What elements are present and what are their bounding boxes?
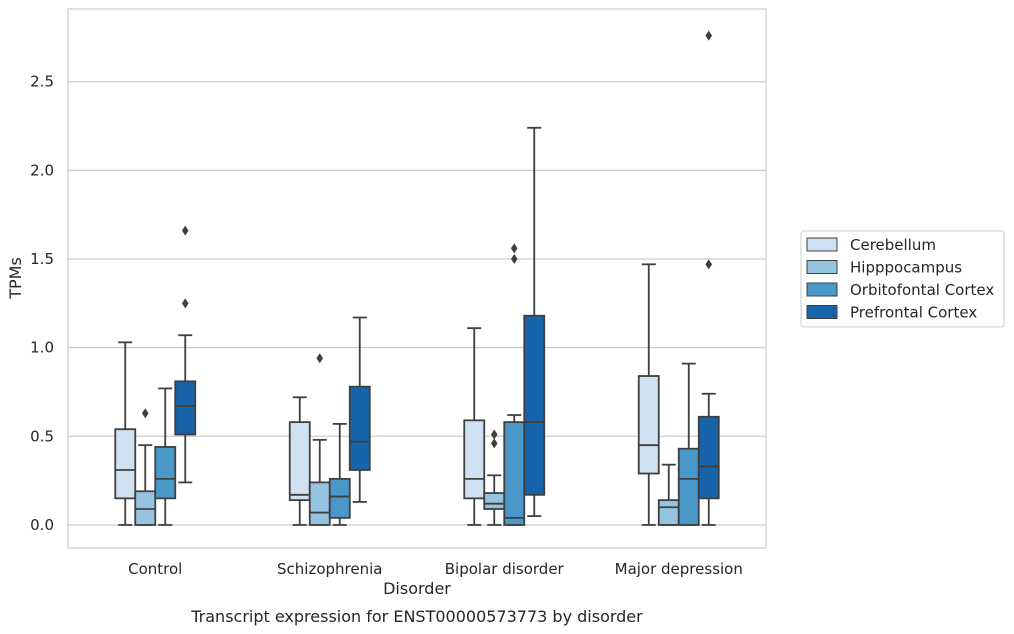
box — [348, 316, 371, 503]
box-iqr — [174, 380, 197, 436]
box — [463, 327, 486, 526]
box — [154, 387, 177, 526]
box-groups — [114, 30, 720, 526]
legend-frame — [800, 230, 1005, 328]
x-tick-labels: Control Schizophrenia Bipolar disorder Majo… — [128, 560, 743, 578]
box — [637, 263, 660, 526]
box — [134, 408, 157, 526]
outlier-point — [490, 438, 498, 449]
x-tick-label: Major depression — [615, 560, 743, 578]
x-tick-label: Control — [128, 560, 182, 578]
outlier-point — [141, 408, 149, 419]
x-axis-label: Disorder — [383, 579, 451, 598]
box — [328, 422, 351, 526]
box — [677, 362, 700, 526]
y-tick-label: 0.0 — [30, 516, 54, 534]
outlier-point — [705, 30, 713, 41]
legend-label: Orbitofontal Cortex — [850, 281, 994, 299]
box-iqr — [637, 375, 660, 475]
box-iqr — [114, 428, 137, 500]
box-iqr — [697, 415, 720, 500]
outlier-point — [181, 298, 189, 309]
legend: Cerebellum Hipppocampus Orbitofontal Corte… — [800, 230, 1005, 328]
box — [503, 243, 526, 526]
legend-label: Hipppocampus — [850, 259, 962, 277]
box — [114, 341, 137, 526]
x-tick-label: Schizophrenia — [277, 560, 382, 578]
y-tick-label: 1.0 — [30, 339, 54, 357]
y-tick-label: 1.5 — [30, 250, 54, 268]
box-iqr — [503, 421, 526, 526]
box — [657, 463, 680, 526]
legend-swatch — [806, 305, 838, 319]
box — [523, 126, 546, 517]
chart-caption: Transcript expression for ENST0000057377… — [190, 607, 643, 626]
legend-swatch — [806, 282, 838, 297]
box-iqr — [483, 492, 506, 510]
y-axis-label: TPMs — [6, 257, 25, 300]
box — [697, 30, 720, 526]
legend-label: Cerebellum — [850, 236, 936, 254]
box — [288, 396, 311, 526]
y-tick-labels: 0.0 0.5 1.0 1.5 2.0 2.5 — [30, 73, 54, 534]
outlier-point — [705, 259, 713, 270]
y-tick-label: 2.0 — [30, 161, 54, 179]
box — [483, 429, 506, 526]
plot-frame — [67, 8, 767, 549]
outlier-point — [181, 225, 189, 236]
outlier-point — [510, 253, 518, 264]
box-iqr — [328, 477, 351, 519]
outlier-point — [316, 353, 324, 364]
box-iqr — [523, 314, 546, 496]
legend-label: Prefrontal Cortex — [850, 304, 977, 322]
box — [174, 225, 197, 484]
box-iqr — [348, 385, 371, 471]
box-iqr — [308, 481, 331, 526]
box-iqr — [154, 446, 177, 500]
y-tick-label: 2.5 — [30, 73, 54, 91]
box — [308, 353, 331, 526]
legend-swatch — [806, 260, 838, 274]
x-tick-label: Bipolar disorder — [445, 560, 565, 578]
legend-swatch — [806, 237, 838, 252]
box-iqr — [288, 421, 311, 502]
outlier-point — [510, 243, 518, 254]
box-iqr — [677, 447, 700, 526]
y-tick-label: 0.5 — [30, 427, 54, 445]
outlier-point — [490, 429, 498, 440]
box-iqr — [463, 419, 486, 500]
box-iqr — [657, 499, 680, 526]
